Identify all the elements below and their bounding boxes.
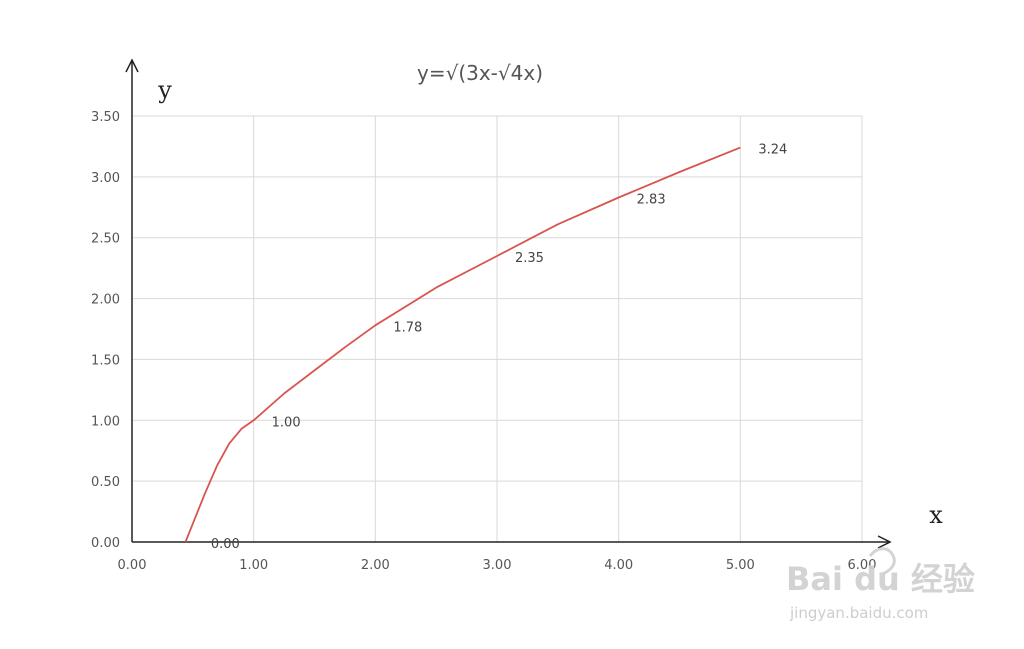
- data-label: 1.00: [272, 415, 301, 430]
- watermark-brand: Bai du 经验: [786, 560, 975, 598]
- x-tick-label: 5.00: [726, 558, 755, 573]
- series-line: [184, 146, 741, 543]
- x-tick-label: 1.00: [239, 558, 268, 573]
- data-label: 2.83: [637, 193, 666, 208]
- series: [184, 146, 741, 543]
- y-tick-label: 2.00: [91, 293, 120, 308]
- y-axis-arrow: [125, 58, 139, 73]
- tick-labels: 0.00 0.50 1.00 1.50 2.00 2.50 3.00 3.50 0.00 1.00…: [91, 110, 876, 573]
- y-tick-label: 3.00: [91, 171, 120, 186]
- data-label: 0.00: [211, 537, 240, 552]
- x-axis-label: x: [929, 501, 943, 529]
- data-label: 3.24: [758, 143, 787, 158]
- chart-title: y=√(3x-√4x): [417, 61, 543, 85]
- data-labels: 0.00 1.00 1.78 2.35 2.83 3.24: [211, 143, 787, 552]
- y-axis-label: y: [157, 76, 172, 104]
- data-label: 2.35: [515, 251, 544, 266]
- axes: [125, 58, 892, 549]
- y-tick-label: 1.50: [91, 353, 120, 368]
- y-tick-label: 2.50: [91, 232, 120, 247]
- paw-icon: [868, 547, 896, 576]
- y-tick-label: 0.00: [91, 536, 120, 551]
- y-tick-label: 0.50: [91, 475, 120, 490]
- watermark: Bai du 经验 jingyan.baidu.com: [786, 547, 975, 622]
- x-axis-arrow: [877, 535, 892, 549]
- y-tick-label: 3.50: [91, 110, 120, 125]
- y-tick-label: 1.00: [91, 414, 120, 429]
- data-label: 1.78: [393, 320, 422, 335]
- x-tick-label: 6.00: [848, 558, 877, 573]
- x-tick-label: 2.00: [361, 558, 390, 573]
- grid: [132, 115, 863, 542]
- watermark-url: jingyan.baidu.com: [789, 604, 928, 622]
- x-tick-label: 0.00: [118, 558, 147, 573]
- x-tick-label: 3.00: [483, 558, 512, 573]
- x-tick-label: 4.00: [604, 558, 633, 573]
